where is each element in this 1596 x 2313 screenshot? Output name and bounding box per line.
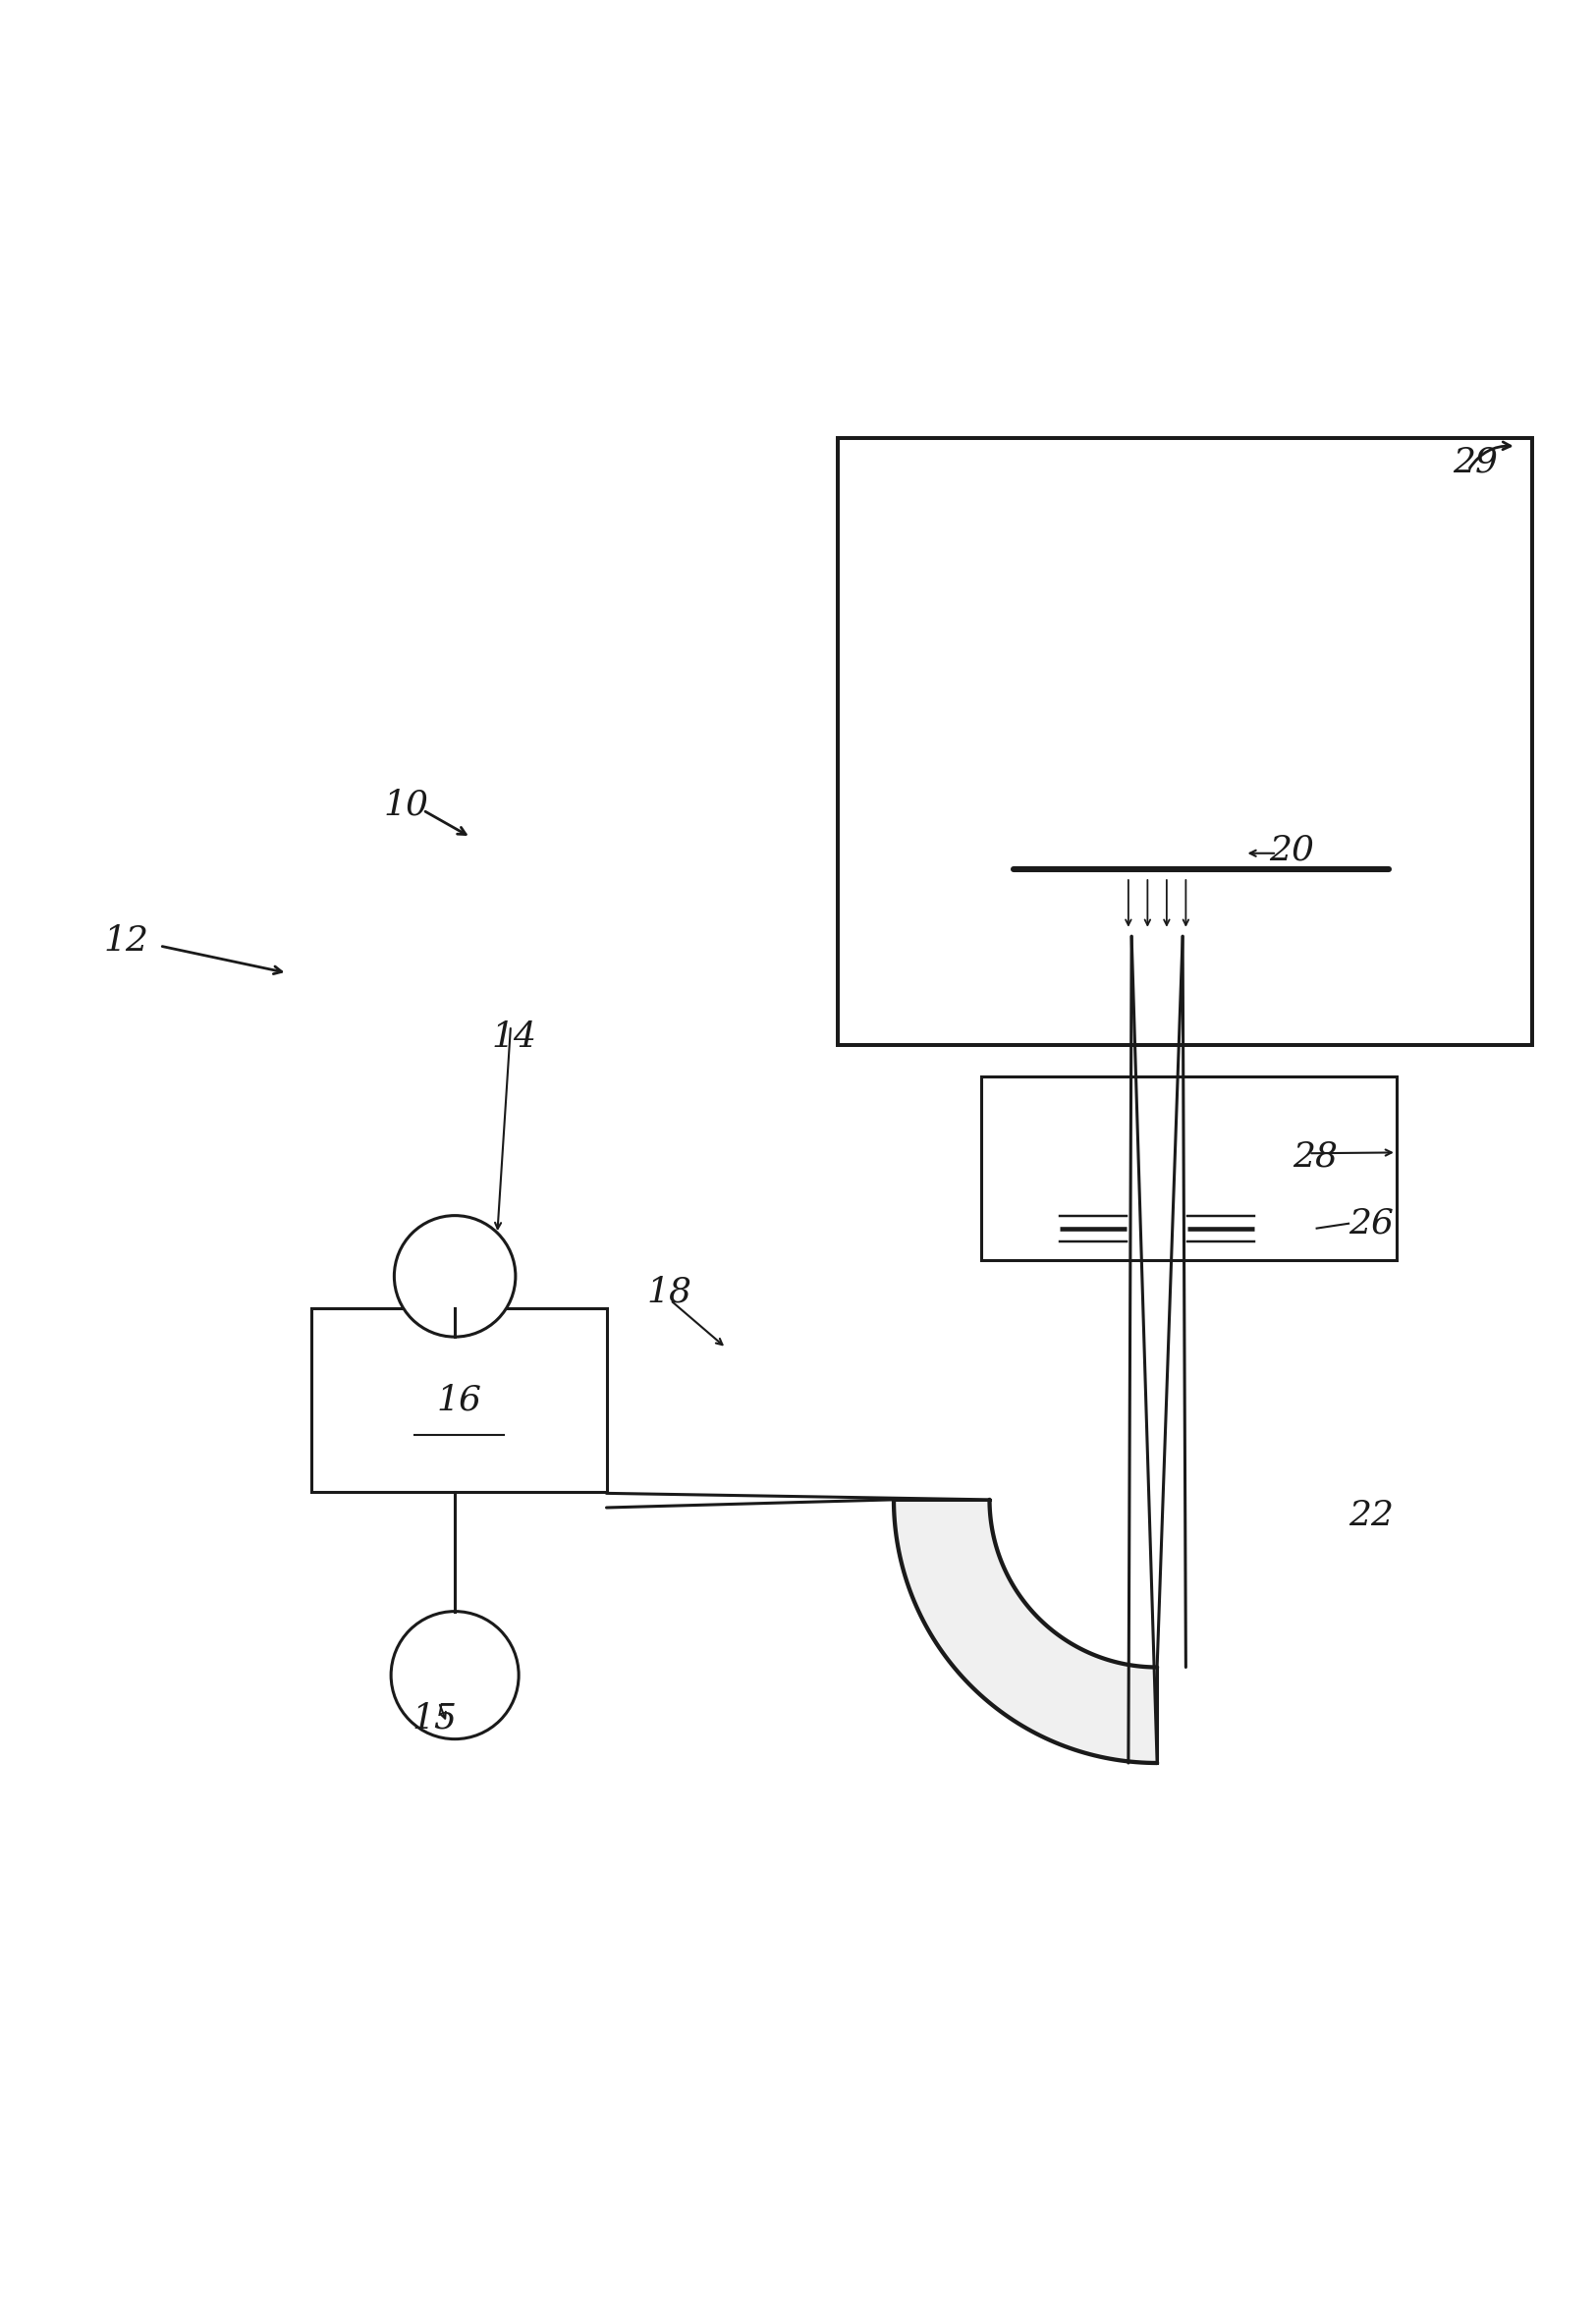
Text: 29: 29 (1452, 446, 1497, 479)
Text: 28: 28 (1293, 1140, 1337, 1173)
Polygon shape (894, 1499, 1157, 1763)
Text: 15: 15 (412, 1702, 456, 1735)
Circle shape (394, 1217, 516, 1337)
Text: 22: 22 (1349, 1499, 1393, 1531)
Text: 20: 20 (1269, 833, 1314, 867)
Polygon shape (311, 1309, 606, 1492)
Text: 10: 10 (383, 789, 428, 821)
Circle shape (391, 1612, 519, 1739)
Polygon shape (838, 437, 1532, 1045)
Text: 16: 16 (436, 1383, 482, 1416)
Text: 26: 26 (1349, 1207, 1393, 1240)
Text: 14: 14 (492, 1020, 536, 1052)
Polygon shape (982, 1076, 1396, 1261)
Text: 18: 18 (646, 1274, 691, 1309)
Text: 12: 12 (104, 925, 148, 958)
